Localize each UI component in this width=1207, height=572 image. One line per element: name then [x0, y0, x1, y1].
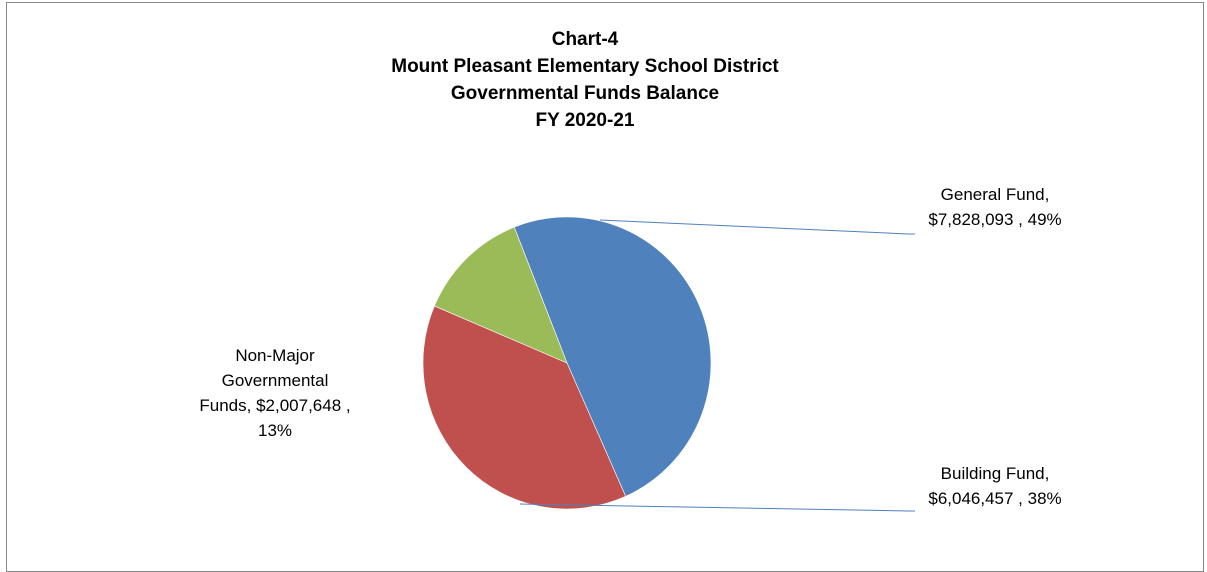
data-label-non-major-funds-line-4: 13%	[257, 421, 293, 440]
data-label-non-major-funds-line-1: Non-Major	[235, 346, 315, 365]
data-label-building-fund-line-2: $6,046,457 , 38%	[928, 489, 1062, 508]
data-label-general-fund: General Fund, $7,828,093 , 49%	[900, 182, 1090, 232]
pie-slice-general-fund	[513, 216, 712, 497]
chart-title: Chart-4 Mount Pleasant Elementary School…	[0, 26, 1170, 134]
data-label-non-major-funds-line-2: Governmental	[221, 371, 329, 390]
data-label-non-major-funds: Non-Major Governmental Funds, $2,007,648…	[170, 343, 380, 443]
chart-title-line-1: Chart-4	[551, 29, 619, 50]
chart-title-line-4: FY 2020-21	[535, 110, 635, 131]
pie-slice-non-major-funds	[434, 226, 568, 364]
data-label-general-fund-line-2: $7,828,093 , 49%	[928, 210, 1062, 229]
leader-line-building-fund	[519, 503, 915, 512]
chart-title-line-3: Governmental Funds Balance	[450, 83, 720, 104]
leader-line-general-fund	[599, 219, 915, 235]
data-label-non-major-funds-line-3: Funds, $2,007,648 ,	[199, 396, 351, 415]
data-label-building-fund-line-1: Building Fund,	[940, 464, 1050, 483]
data-label-general-fund-line-1: General Fund,	[940, 185, 1050, 204]
pie-slice-building-fund	[422, 305, 627, 510]
chart-title-line-2: Mount Pleasant Elementary School Distric…	[391, 56, 779, 77]
data-label-building-fund: Building Fund, $6,046,457 , 38%	[900, 461, 1090, 511]
